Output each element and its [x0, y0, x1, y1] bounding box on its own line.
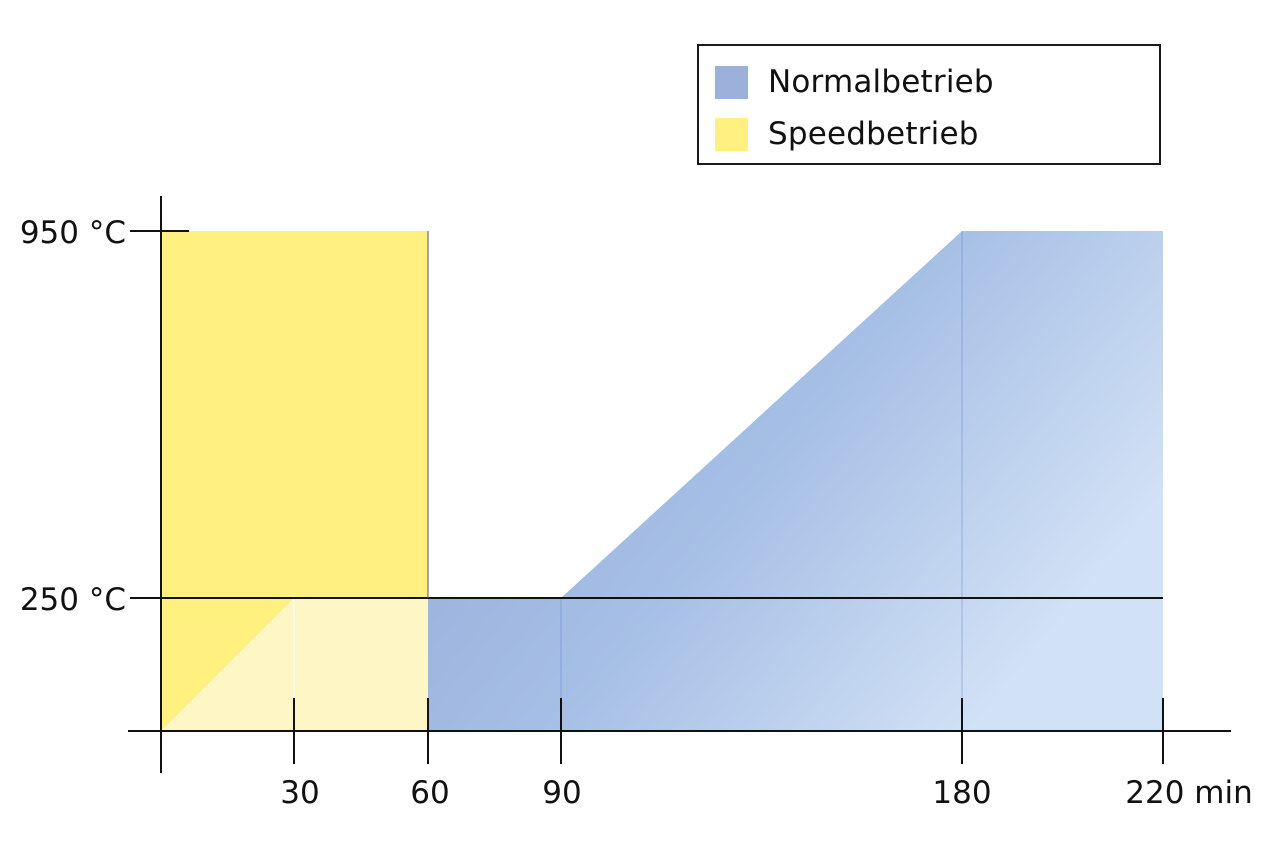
legend-label-speedbetrieb: Speedbetrieb [768, 116, 979, 152]
x-tick-label: 180 [932, 775, 991, 811]
legend-item-speedbetrieb: Speedbetrieb [715, 114, 979, 154]
legend-swatch-normalbetrieb [715, 65, 748, 99]
x-tick-label: 90 [542, 775, 581, 811]
x-tick-label: 30 [280, 775, 319, 811]
legend-label-normalbetrieb: Normalbetrieb [768, 64, 994, 100]
x-tick-label: 60 [410, 775, 449, 811]
chart-axes [128, 196, 1231, 773]
legend: Normalbetrieb Speedbetrieb [697, 44, 1161, 165]
chart-ticks: 30 60 90 180 220 min 950 °C 250 °C [20, 215, 1253, 811]
legend-swatch-speedbetrieb [715, 117, 748, 151]
chart-areas [161, 231, 1163, 731]
x-tick-label: 220 min [1125, 775, 1252, 811]
y-tick-label: 250 °C [20, 582, 126, 618]
y-tick-label: 950 °C [20, 215, 126, 251]
normalbetrieb-area [428, 231, 1163, 731]
legend-item-normalbetrieb: Normalbetrieb [715, 62, 994, 102]
